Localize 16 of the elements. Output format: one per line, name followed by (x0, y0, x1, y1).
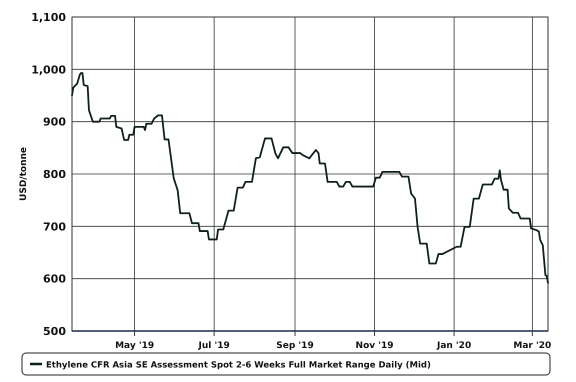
y-tick-label: 600 (43, 272, 66, 286)
x-tick-label: Nov '19 (356, 341, 394, 351)
y-tick-label: 1,100 (31, 11, 66, 24)
x-tick-label: Jan '20 (436, 341, 472, 351)
legend-label: Ethylene CFR Asia SE Assessment Spot 2-6 Weeks Full Market Range Daily (Mid) (46, 360, 431, 370)
line-series (71, 72, 549, 284)
x-tick-label: May '19 (115, 341, 154, 351)
x-tick-label: Mar '20 (513, 341, 552, 351)
y-tick-label: 800 (43, 168, 66, 181)
y-tick-label: 700 (43, 220, 66, 234)
y-axis-title: USD/tonne (19, 147, 29, 201)
y-tick-label: 1,000 (31, 63, 66, 76)
y-tick-label: 900 (43, 116, 66, 129)
x-tick-label: Jul '19 (198, 341, 230, 351)
y-tick-label: 500 (43, 325, 66, 338)
x-tick-label: Sep '19 (276, 341, 314, 351)
